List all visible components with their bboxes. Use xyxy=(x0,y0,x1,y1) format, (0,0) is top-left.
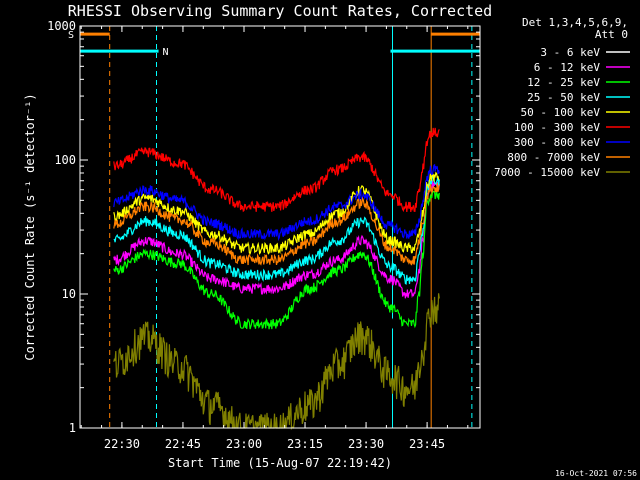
series-line-5 xyxy=(113,171,440,255)
series-line-7 xyxy=(113,163,440,242)
series-line-4 xyxy=(113,174,440,285)
legend-label-1: 3 - 6 keV xyxy=(540,46,600,59)
x-axis-label: Start Time (15-Aug-07 22:19:42) xyxy=(168,456,392,470)
y-tick-label-2: 100 xyxy=(54,153,76,167)
plot-frame xyxy=(79,25,481,429)
series-line-6 xyxy=(113,127,440,213)
x-tick-label-0: 22:30 xyxy=(104,437,140,451)
series-line-9 xyxy=(113,293,440,431)
legend-label-3: 12 - 25 keV xyxy=(527,76,600,89)
series-line-1 xyxy=(113,183,440,355)
x-tick-label-2: 23:00 xyxy=(226,437,262,451)
y-axis-label: Corrected Count Rate (s⁻¹ detector⁻¹) xyxy=(23,93,37,360)
legend: Det 1,3,4,5,6,9,Att 0 3 - 6 keV 6 - 12 keV… xyxy=(494,16,630,179)
legend-label-7: 300 - 800 keV xyxy=(514,136,600,149)
axes: 22:30 22:45 23:00 23:15 23:30 23:45 1 10 100 1000 xyxy=(47,19,480,451)
legend-label-6: 100 - 300 keV xyxy=(514,121,600,134)
series-line-2 xyxy=(113,180,440,299)
legend-label-8: 800 - 7000 keV xyxy=(507,151,600,164)
y-tick-label-1: 10 xyxy=(62,287,76,301)
x-tick-label-3: 23:15 xyxy=(287,437,323,451)
date-stamp: 16-Oct-2021 07:56 xyxy=(555,469,637,478)
legend-header-0: Det 1,3,4,5,6,9, xyxy=(522,16,628,29)
x-tick-label-5: 23:45 xyxy=(409,437,445,451)
x-tick-label-4: 23:30 xyxy=(348,437,384,451)
legend-header-1: Att 0 xyxy=(595,28,628,41)
legend-label-4: 25 - 50 keV xyxy=(527,91,600,104)
series-line-3 xyxy=(113,189,440,330)
flag-label-N: N xyxy=(163,47,169,58)
legend-label-5: 50 - 100 keV xyxy=(521,106,601,119)
plot-area: SN xyxy=(68,26,480,431)
flag-label-S: S xyxy=(68,30,74,41)
legend-label-9: 7000 - 15000 keV xyxy=(494,166,600,179)
series-line-8 xyxy=(113,183,440,266)
chart-title: RHESSI Observing Summary Count Rates, Co… xyxy=(68,2,492,20)
y-tick-label-3: 1000 xyxy=(47,19,76,33)
legend-label-2: 6 - 12 keV xyxy=(534,61,601,74)
x-tick-label-1: 22:45 xyxy=(165,437,201,451)
y-tick-label-0: 1 xyxy=(69,421,76,435)
